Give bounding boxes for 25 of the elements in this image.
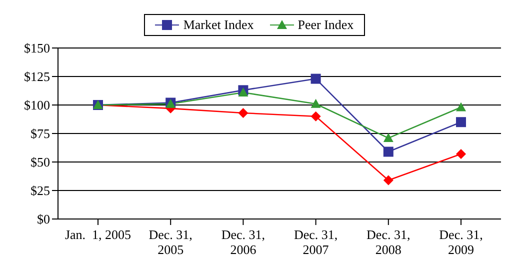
point (383, 175, 394, 186)
y-tick-label: $0 (37, 212, 50, 227)
y-tick-label: $75 (30, 126, 50, 142)
point (310, 111, 321, 122)
point (383, 133, 394, 142)
x-tick-label: Dec. 31, 2009 (439, 227, 483, 257)
y-tick-label: $100 (24, 98, 50, 113)
legend-label: Market Index (183, 17, 254, 33)
x-tick-label: Dec. 31, 2007 (294, 227, 338, 257)
legend-label: Peer Index (298, 17, 354, 33)
y-tick-label: $125 (24, 69, 50, 84)
x-tick-label: Dec. 31, 2008 (366, 227, 410, 257)
point (238, 108, 248, 118)
point (383, 146, 394, 157)
x-tick-label: Jan. 1, 2005 (64, 227, 132, 242)
point (456, 149, 466, 160)
x-tick-label: Dec. 31, 2006 (221, 227, 266, 257)
point (456, 102, 466, 112)
y-tick-label: $50 (30, 154, 50, 170)
point (310, 74, 321, 84)
x-tick-label: Dec. 31, 2005 (148, 227, 192, 257)
point (310, 98, 321, 108)
point (456, 117, 466, 128)
y-tick-label: $25 (30, 183, 50, 198)
y-tick-label: $150 (24, 40, 50, 56)
